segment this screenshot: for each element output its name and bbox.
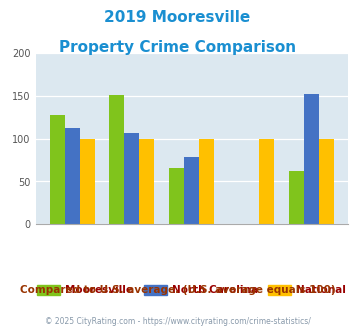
Bar: [80, 139, 94, 224]
Bar: [304, 94, 319, 224]
Text: © 2025 CityRating.com - https://www.cityrating.com/crime-statistics/: © 2025 CityRating.com - https://www.city…: [45, 317, 310, 326]
Text: Compared to U.S. average. (U.S. average equals 100): Compared to U.S. average. (U.S. average …: [20, 285, 335, 295]
Bar: [140, 139, 154, 224]
Bar: [259, 139, 274, 224]
Text: 2019 Mooresville: 2019 Mooresville: [104, 10, 251, 25]
Bar: [50, 115, 65, 224]
Bar: [184, 157, 199, 224]
Text: Property Crime Comparison: Property Crime Comparison: [59, 40, 296, 54]
Bar: [109, 95, 125, 224]
Bar: [125, 133, 140, 224]
Bar: [199, 139, 214, 224]
Bar: [289, 171, 304, 224]
Legend: Mooresville, North Carolina, National: Mooresville, North Carolina, National: [33, 281, 350, 300]
Bar: [169, 168, 184, 224]
Bar: [65, 128, 80, 224]
Bar: [319, 139, 334, 224]
